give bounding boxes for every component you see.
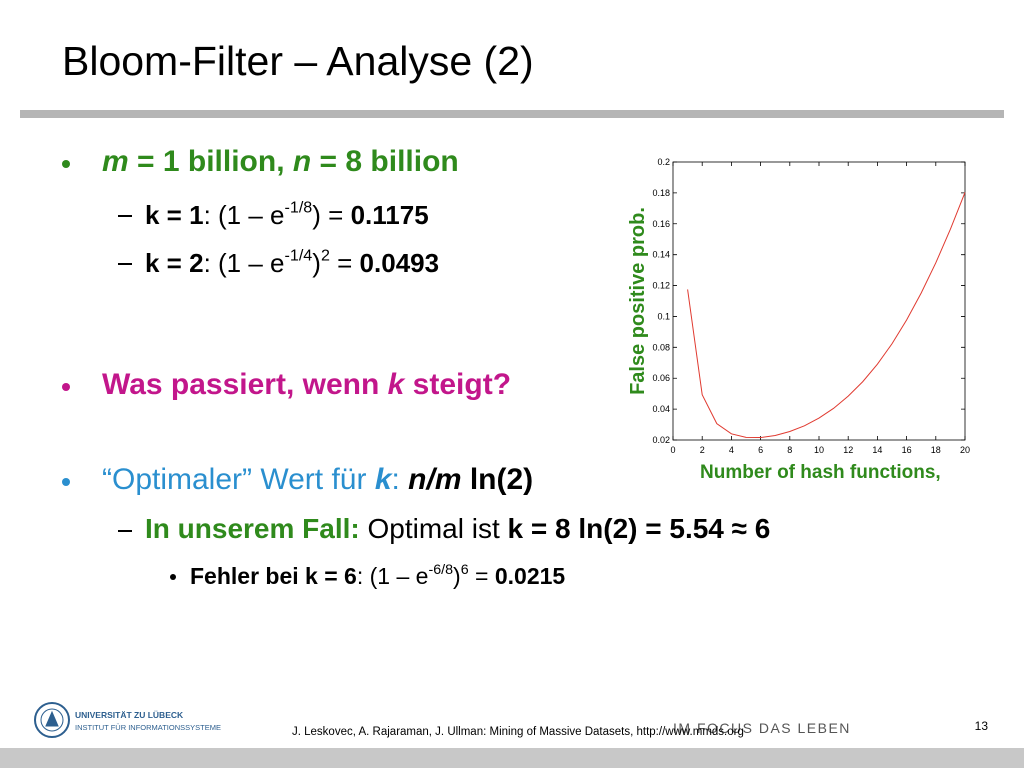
text-part: :: [391, 463, 409, 496]
x-tick-label: 20: [960, 445, 970, 455]
text-part: k = 8 ln(2) = 5.54 ≈ 6: [507, 513, 771, 544]
university: UNIVERSITÄT ZU LÜBECK: [75, 710, 184, 720]
x-axis-label: Number of hash functions,: [700, 462, 941, 483]
footer-bar: [0, 748, 1024, 768]
text-part: k: [387, 368, 405, 401]
institute: INSTITUT FÜR INFORMATIONSSYSTEME: [75, 723, 221, 732]
text-part: 0.1175: [350, 200, 429, 230]
text-part: Fehler bei k = 6: [190, 563, 357, 589]
text-part: ): [453, 563, 461, 589]
y-tick-label: 0.18: [652, 188, 670, 198]
text-part: = 8 billion: [311, 145, 459, 178]
y-tick-label: 0.12: [652, 281, 670, 291]
text-part: In unserem Fall:: [145, 513, 360, 544]
y-tick-label: 0.02: [652, 435, 670, 445]
text-part: -1/4: [284, 246, 313, 265]
text-part: : (1 – e: [203, 200, 285, 230]
text-part: n/m: [408, 463, 462, 496]
y-tick-label: 0.04: [652, 404, 670, 414]
logo: [34, 702, 70, 738]
y-tick-label: 0.1: [657, 311, 670, 321]
x-tick-label: 12: [843, 445, 853, 455]
text-part: ) =: [312, 200, 351, 230]
x-tick-label: 10: [814, 445, 824, 455]
text-part: 6: [460, 562, 469, 579]
bullet: [62, 383, 70, 391]
text-part: m: [102, 145, 129, 178]
dash: [118, 215, 132, 217]
text-part: 2: [320, 246, 330, 265]
x-tick-label: 0: [670, 445, 675, 455]
chart: 0 2 4 6 8 10 12 14 16 18 20 0.02 0.04 0.06 0.08 0.1 0.12…: [652, 157, 970, 455]
x-tick-label: 2: [700, 445, 705, 455]
line: k = 2: (1 – e-1/4)2 = 0.0493: [145, 248, 439, 279]
bullet: [170, 574, 176, 580]
text-part: ): [312, 248, 321, 278]
line: Fehler bei k = 6: (1 – e-6/8)6 = 0.0215: [190, 563, 565, 590]
text-part: 0.0493: [359, 248, 440, 278]
y-tick-label: 0.2: [657, 157, 670, 167]
text-part: Was passiert, wenn: [102, 368, 388, 401]
line: [687, 192, 966, 439]
y-tick-label: 0.14: [652, 250, 670, 260]
x-tick-label: 4: [729, 445, 734, 455]
line: m = 1 billion, n = 8 billion: [102, 145, 459, 179]
line: k = 1: (1 – e-1/8) = 0.1175: [145, 200, 429, 231]
x-tick-label: 16: [902, 445, 912, 455]
text-part: =: [329, 248, 360, 278]
y-tick-label: 0.08: [652, 342, 670, 352]
text-part: -1/8: [284, 198, 313, 217]
title-rule: [20, 110, 1004, 118]
text-part: steigt?: [404, 368, 512, 401]
text-part: : (1 – e: [203, 248, 285, 278]
bullet: [62, 160, 70, 168]
y-tick-label: 0.16: [652, 219, 670, 229]
text-part: : (1 – e: [356, 563, 429, 589]
text-part: n: [292, 145, 312, 178]
line: “Optimaler” Wert für k: n/m ln(2): [102, 463, 533, 497]
bullet: [62, 478, 70, 486]
text-part: = 1 billion,: [128, 145, 293, 178]
y-tick-label: 0.06: [652, 373, 670, 383]
citation: J. Leskovec, A. Rajaraman, J. Ullman: Mi…: [292, 726, 744, 738]
text-part: =: [468, 563, 495, 589]
text-part: ln(2): [461, 463, 534, 496]
text-part: -6/8: [428, 562, 454, 579]
line: In unserem Fall: Optimal ist k = 8 ln(2)…: [145, 513, 770, 545]
text-part: Optimal ist: [359, 513, 508, 544]
y-axis-label: False positive prob.: [627, 207, 649, 395]
text-part: k = 1: [145, 200, 204, 230]
x-tick-label: 18: [931, 445, 941, 455]
dash: [118, 530, 132, 532]
text-part: k = 2: [145, 248, 204, 278]
line: Was passiert, wenn k steigt?: [102, 368, 511, 402]
x-tick-label: 8: [787, 445, 792, 455]
text-part: 0.0215: [494, 563, 566, 589]
dash: [118, 263, 132, 265]
text-part: k: [374, 463, 392, 496]
title: Bloom-Filter – Analyse (2): [62, 38, 534, 84]
plot-frame: [672, 161, 966, 441]
text-part: “Optimaler” Wert für: [102, 463, 375, 496]
x-tick-label: 6: [758, 445, 763, 455]
page-number: 13: [975, 719, 989, 733]
motto: IM FOCUS DAS LEBEN: [673, 720, 851, 736]
x-tick-label: 14: [872, 445, 882, 455]
